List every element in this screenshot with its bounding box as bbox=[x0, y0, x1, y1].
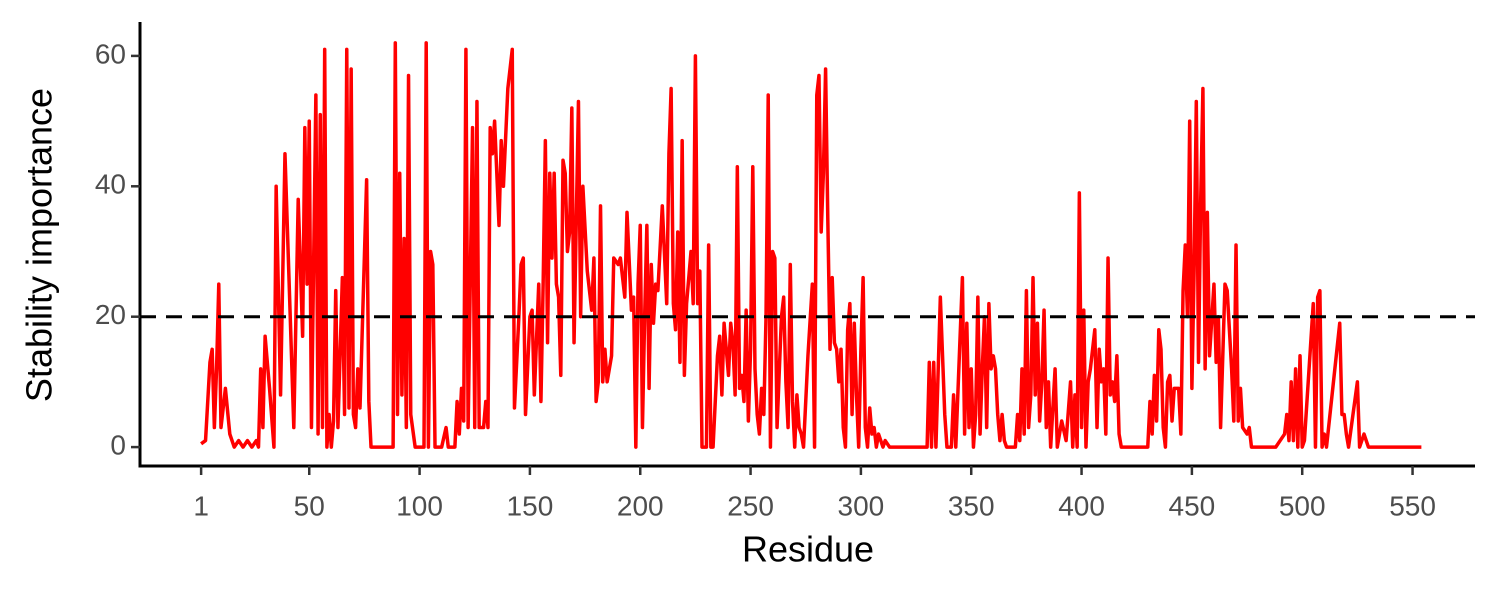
y-tick-label: 20 bbox=[95, 299, 126, 330]
x-axis-title: Residue bbox=[742, 529, 874, 570]
x-tick-label: 300 bbox=[838, 490, 885, 521]
y-tick-label: 60 bbox=[95, 38, 126, 69]
x-tick-label: 450 bbox=[1169, 490, 1216, 521]
x-tick-label: 350 bbox=[948, 490, 995, 521]
y-tick-label: 40 bbox=[95, 169, 126, 200]
y-axis-title: Stability importance bbox=[19, 88, 60, 402]
x-tick-label: 550 bbox=[1389, 490, 1436, 521]
y-tick-label: 0 bbox=[110, 429, 126, 460]
x-tick-label: 100 bbox=[396, 490, 443, 521]
x-tick-label: 50 bbox=[294, 490, 325, 521]
x-tick-label: 1 bbox=[193, 490, 209, 521]
x-tick-label: 400 bbox=[1058, 490, 1105, 521]
x-tick-label: 150 bbox=[507, 490, 554, 521]
x-tick-label: 500 bbox=[1279, 490, 1326, 521]
data-line bbox=[200, 41, 1422, 449]
x-tick-label: 200 bbox=[617, 490, 664, 521]
x-tick-label: 250 bbox=[727, 490, 774, 521]
